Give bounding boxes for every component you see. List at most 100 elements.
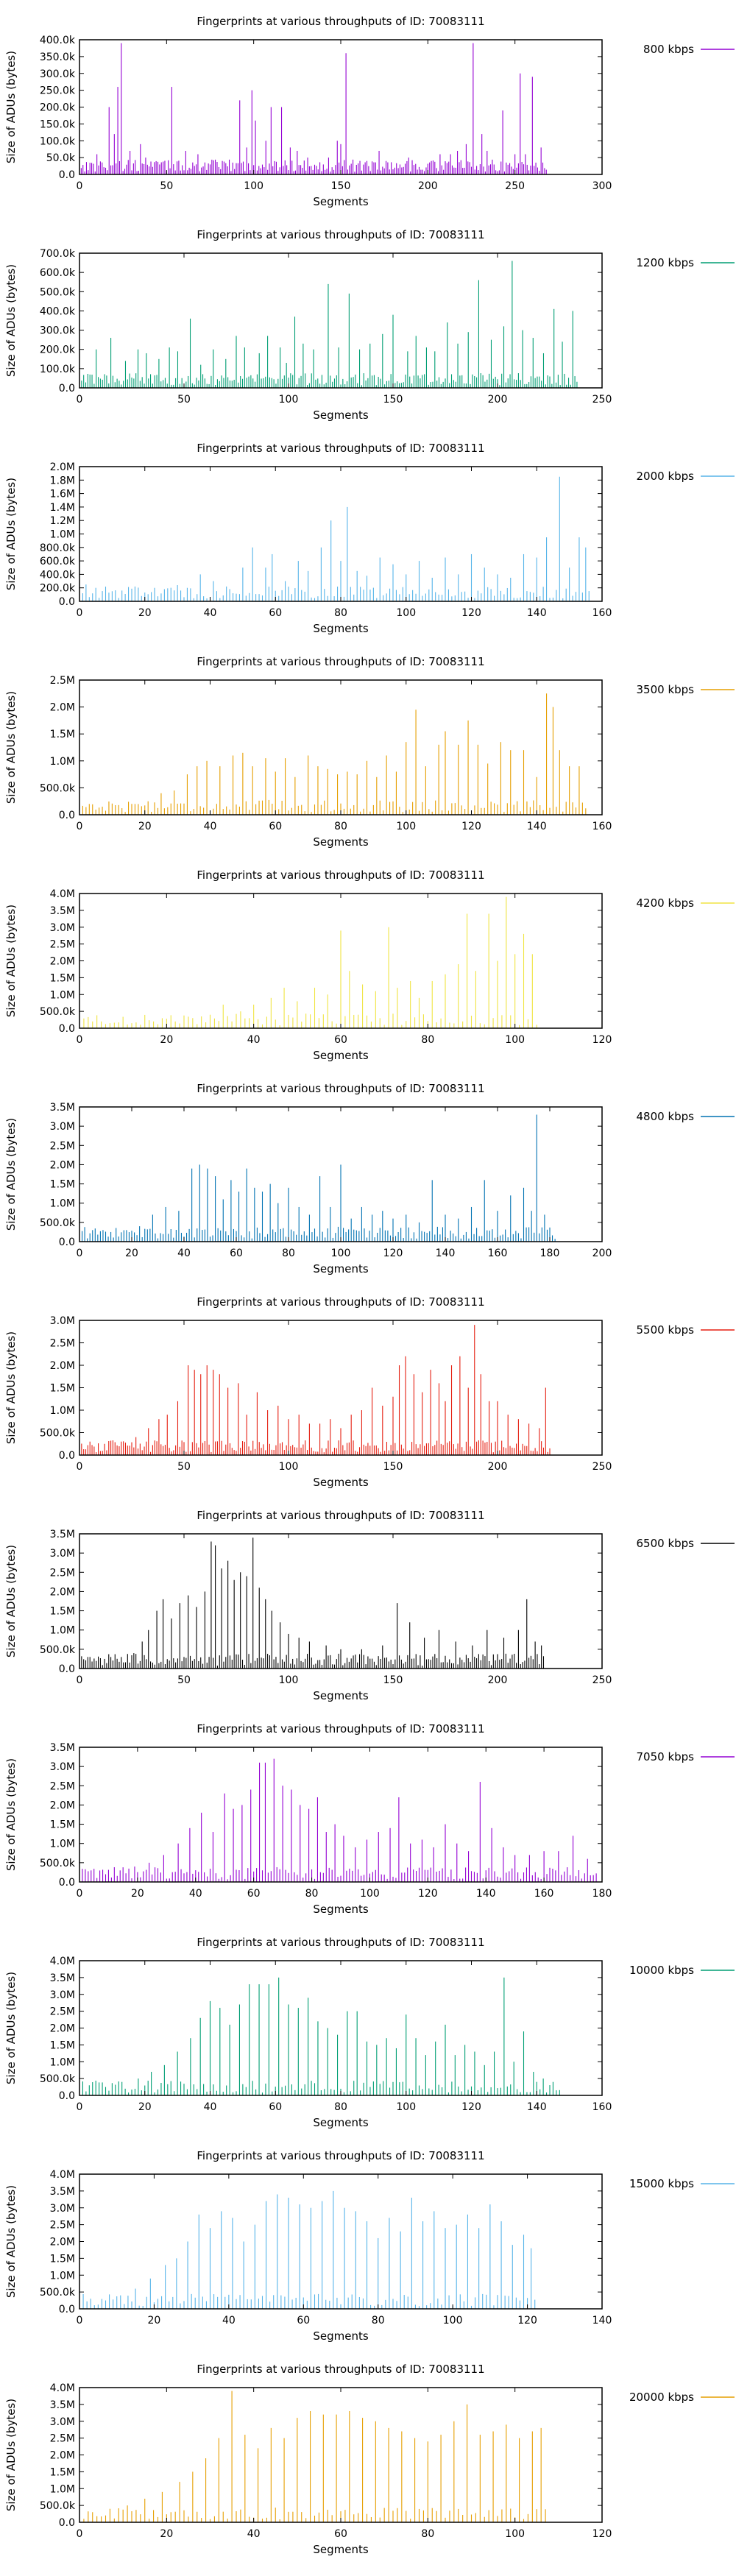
y-tick-label: 300.0k — [40, 68, 76, 80]
series-bars — [82, 693, 587, 815]
y-tick-label: 100.0k — [40, 135, 76, 147]
legend-label: 3500 kbps — [637, 683, 695, 696]
y-tick-label: 1.6M — [50, 489, 75, 500]
x-tick-label: 40 — [247, 2528, 261, 2540]
y-axis-label: Size of ADUs (bytes) — [4, 691, 18, 804]
x-tick-label: 0 — [77, 2101, 83, 2113]
y-tick-label: 3.5M — [50, 1742, 75, 1754]
x-tick-label: 80 — [334, 821, 347, 832]
x-tick-label: 50 — [177, 394, 191, 406]
y-tick-label: 1.5M — [50, 2253, 75, 2265]
y-tick-label: 2.0M — [50, 1586, 75, 1598]
x-tick-label: 120 — [383, 1248, 403, 1259]
chart-svg: Fingerprints at various throughputs of I… — [4, 1509, 735, 1702]
y-tick-label: 4.0M — [50, 2169, 75, 2181]
x-tick-label: 60 — [269, 2101, 282, 2113]
chart-title: Fingerprints at various throughputs of I… — [197, 2149, 484, 2162]
x-tick-label: 100 — [279, 1674, 299, 1686]
y-tick-label: 2.0M — [50, 1159, 75, 1171]
y-tick-label: 3.5M — [50, 1972, 75, 1984]
y-tick-label: 1.8M — [50, 475, 75, 486]
chart-panel: Fingerprints at various throughputs of I… — [0, 428, 736, 642]
y-tick-label: 0.0 — [59, 169, 75, 181]
y-tick-label: 0.0 — [59, 596, 75, 608]
y-tick-label: 2.5M — [50, 939, 75, 951]
x-tick-label: 80 — [421, 1034, 434, 1046]
y-tick-label: 2.0M — [50, 1360, 75, 1372]
y-tick-label: 1.5M — [50, 1819, 75, 1831]
y-tick-label: 3.0M — [50, 1548, 75, 1560]
x-tick-label: 0 — [77, 180, 83, 192]
y-tick-label: 400.0k — [40, 35, 76, 46]
x-tick-label: 150 — [383, 394, 403, 406]
chart-title: Fingerprints at various throughputs of I… — [197, 1722, 484, 1735]
y-tick-label: 500.0k — [40, 1858, 76, 1869]
x-tick-label: 0 — [77, 1034, 83, 1046]
x-tick-label: 0 — [77, 821, 83, 832]
y-tick-label: 3.5M — [50, 2186, 75, 2198]
x-tick-label: 60 — [334, 1034, 347, 1046]
y-tick-label: 600.0k — [40, 556, 76, 567]
y-tick-label: 1.0M — [50, 2483, 75, 2495]
y-axis-label: Size of ADUs (bytes) — [4, 905, 18, 1017]
chart-panel: Fingerprints at various throughputs of I… — [0, 1069, 736, 1282]
y-tick-label: 1.5M — [50, 1179, 75, 1191]
y-tick-label: 2.5M — [50, 1567, 75, 1579]
x-tick-label: 120 — [461, 2101, 481, 2113]
x-tick-label: 160 — [592, 2101, 612, 2113]
x-tick-label: 60 — [230, 1248, 243, 1259]
y-tick-label: 3.0M — [50, 1761, 75, 1773]
y-axis-label: Size of ADUs (bytes) — [4, 478, 18, 590]
x-tick-label: 40 — [204, 2101, 217, 2113]
x-axis-label: Segments — [313, 2543, 369, 2556]
y-tick-label: 1.5M — [50, 1383, 75, 1395]
series-bars — [82, 1758, 597, 1882]
y-tick-label: 0.0 — [59, 2090, 75, 2102]
y-tick-label: 4.0M — [50, 888, 75, 900]
x-axis-label: Segments — [313, 622, 369, 635]
x-tick-label: 20 — [138, 821, 152, 832]
y-tick-label: 2.0M — [50, 2023, 75, 2035]
y-tick-label: 1.0M — [50, 756, 75, 768]
x-tick-label: 100 — [279, 1461, 299, 1473]
x-tick-label: 100 — [244, 180, 263, 192]
x-tick-label: 140 — [527, 607, 547, 619]
x-tick-label: 60 — [247, 1888, 261, 1900]
y-tick-label: 1.0M — [50, 1405, 75, 1417]
y-tick-label: 0.0 — [59, 1663, 75, 1675]
y-tick-label: 2.5M — [50, 2433, 75, 2445]
y-tick-label: 3.5M — [50, 905, 75, 917]
y-tick-label: 2.5M — [50, 675, 75, 687]
chart-svg: Fingerprints at various throughputs of I… — [4, 1722, 735, 1916]
chart-svg: Fingerprints at various throughputs of I… — [4, 655, 735, 849]
x-tick-label: 0 — [77, 1461, 83, 1473]
x-tick-label: 150 — [383, 1461, 403, 1473]
y-tick-label: 2.0M — [50, 2237, 75, 2248]
legend-label: 1200 kbps — [637, 256, 695, 269]
y-tick-label: 3.0M — [50, 2203, 75, 2215]
series-bars — [80, 43, 547, 174]
x-tick-label: 200 — [488, 1461, 508, 1473]
y-tick-label: 1.0M — [50, 529, 75, 541]
x-tick-label: 80 — [282, 1248, 295, 1259]
y-tick-label: 500.0k — [40, 1006, 76, 1018]
x-tick-label: 40 — [222, 2315, 236, 2326]
x-tick-label: 100 — [396, 2101, 416, 2113]
y-tick-label: 300.0k — [40, 325, 76, 337]
x-tick-label: 80 — [334, 607, 347, 619]
x-tick-label: 250 — [592, 1674, 612, 1686]
series-bars — [81, 261, 578, 388]
x-tick-label: 120 — [517, 2315, 537, 2326]
plot-frame — [79, 1747, 603, 1883]
series-bars — [81, 1538, 545, 1669]
series-bars — [83, 2391, 546, 2522]
x-tick-label: 0 — [77, 2528, 83, 2540]
y-tick-label: 3.5M — [50, 1102, 75, 1114]
legend-label: 2000 kbps — [637, 470, 695, 483]
x-tick-label: 150 — [331, 180, 351, 192]
y-tick-label: 1.0M — [50, 2056, 75, 2068]
y-tick-label: 200.0k — [40, 102, 76, 114]
x-tick-label: 80 — [334, 2101, 347, 2113]
x-axis-label: Segments — [313, 1903, 369, 1916]
y-tick-label: 0.0 — [59, 1450, 75, 1462]
